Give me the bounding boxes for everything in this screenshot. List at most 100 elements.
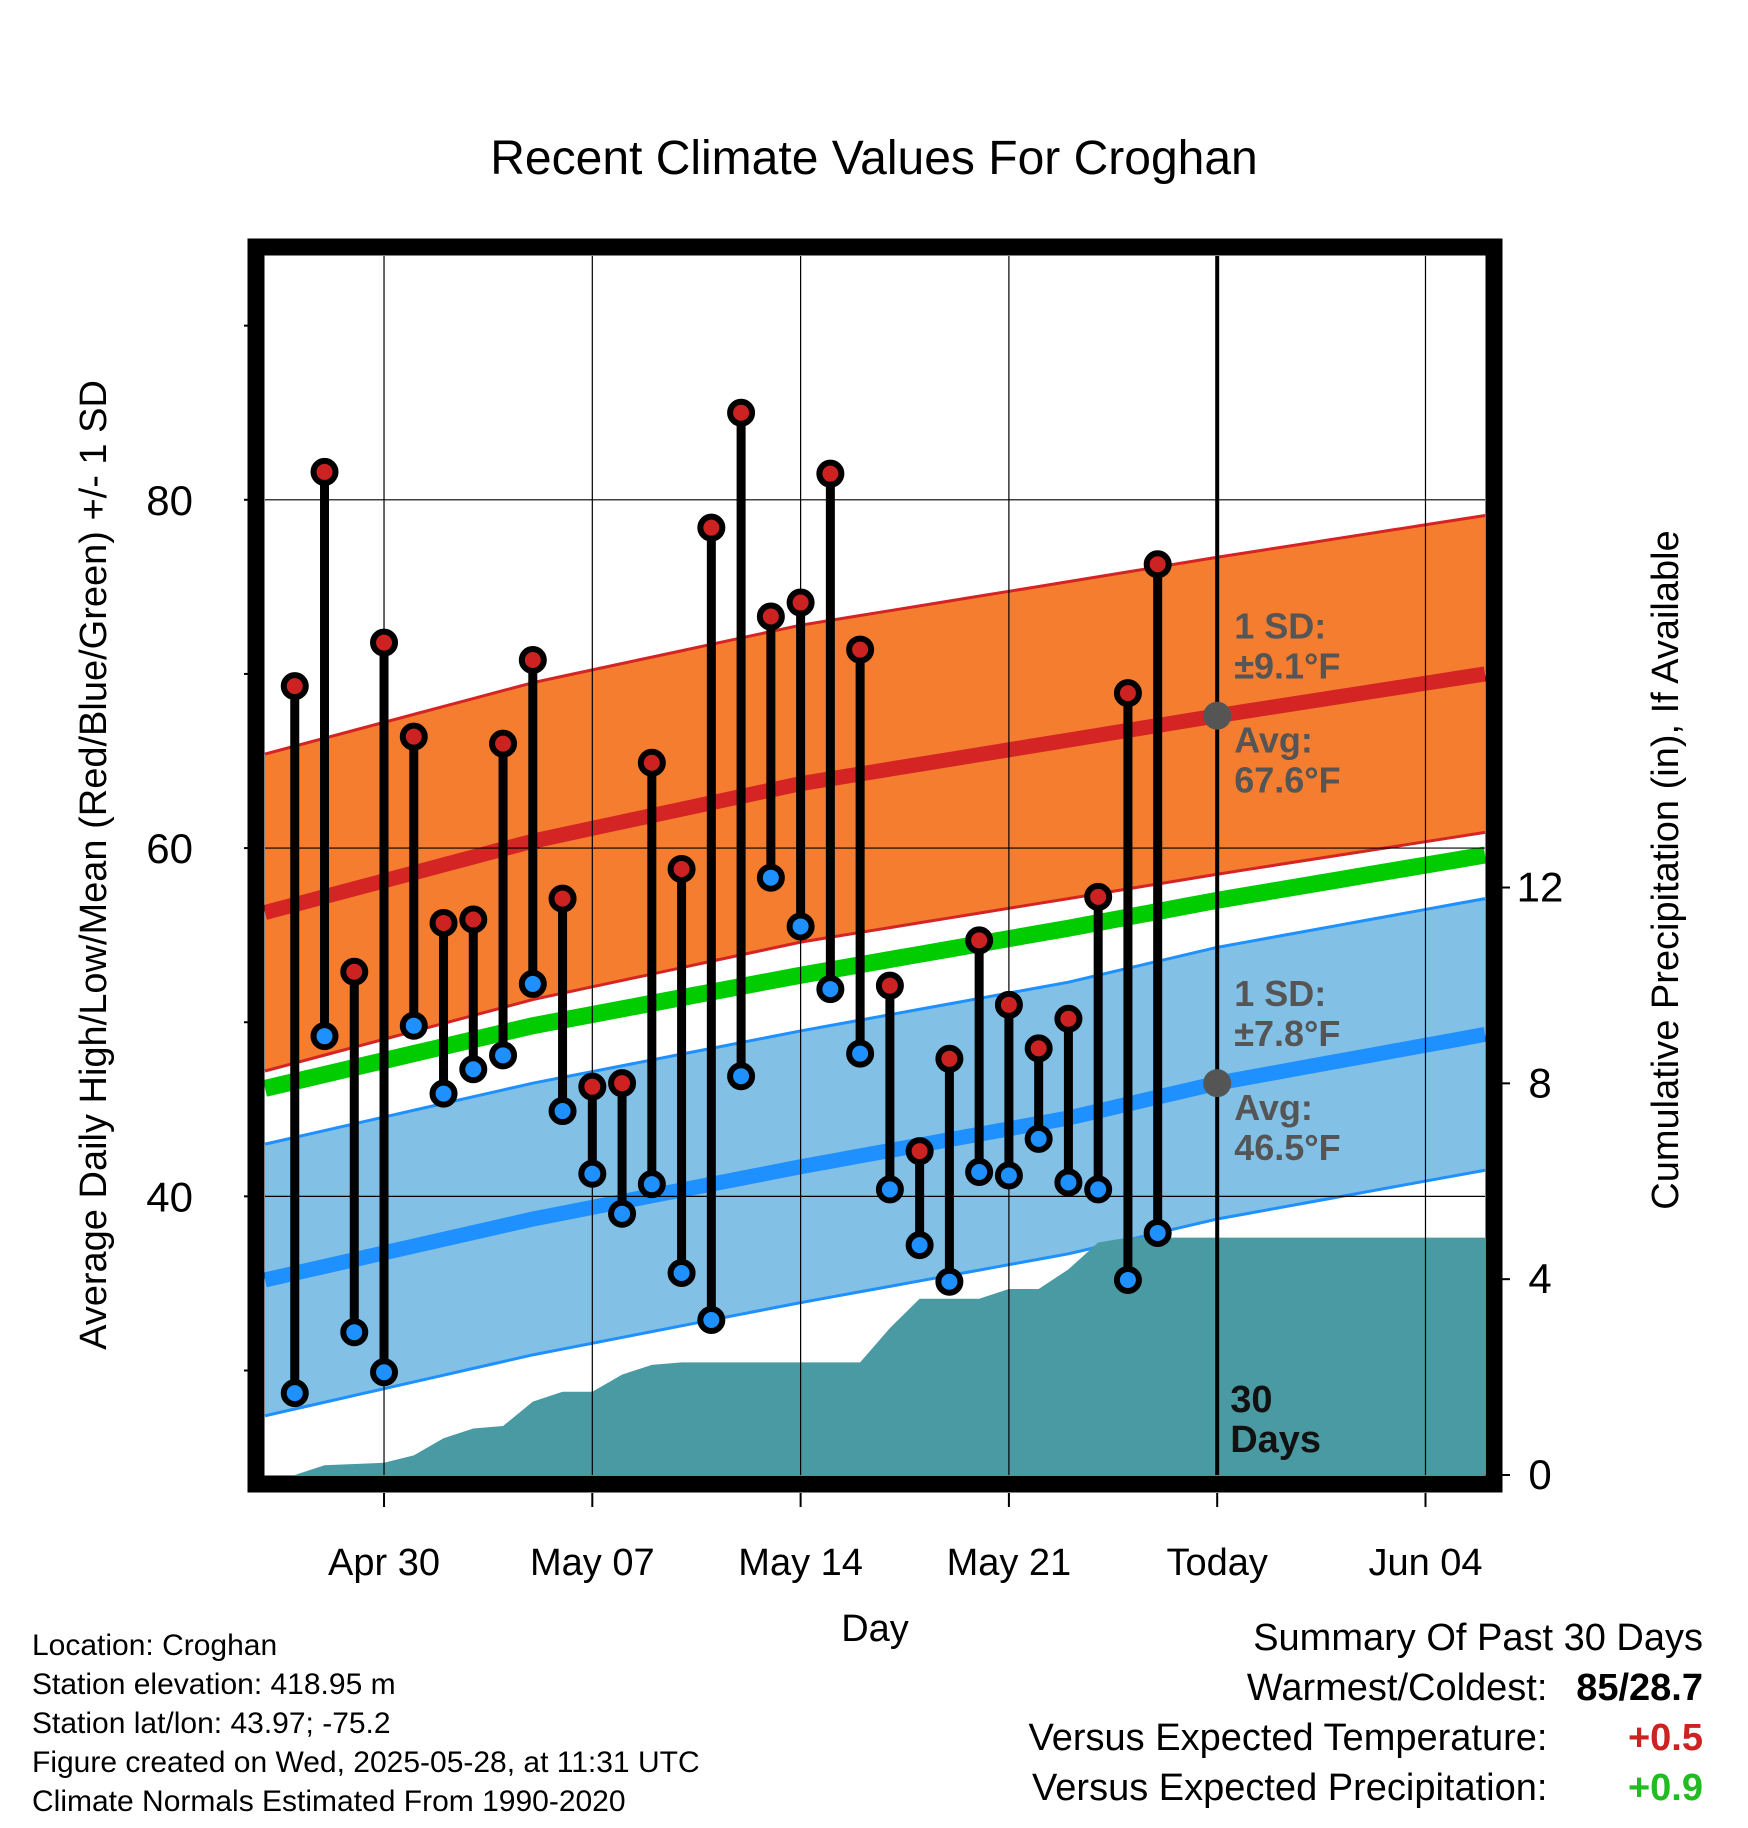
location-text: Location: Croghan: [32, 1629, 278, 1662]
high-marker: [637, 748, 666, 777]
high-marker: [310, 457, 339, 486]
daily-markers: [280, 398, 1172, 1408]
chart-title: Recent Climate Values For Croghan: [490, 132, 1257, 185]
low-marker: [370, 1358, 399, 1387]
y-tick-label: 40: [146, 1173, 193, 1220]
low-marker: [846, 1039, 875, 1068]
summary-warmest-row: Warmest/Coldest: 85/28.7: [1029, 1663, 1703, 1713]
created-text: Figure created on Wed, 2025-05-28, at 11…: [32, 1746, 700, 1779]
high-marker: [489, 729, 518, 758]
precipitation-area: [265, 1237, 1485, 1475]
normal-low-band-upper: [264, 897, 1486, 1146]
high-marker: [1024, 1034, 1053, 1063]
low-marker: [667, 1258, 696, 1287]
high-marker: [1084, 882, 1113, 911]
normal-mean-line: [263, 846, 1487, 1097]
low-sd-value: ±7.8°F: [1234, 1013, 1340, 1054]
low-avg-value: 46.5°F: [1234, 1127, 1340, 1168]
normals-text: Climate Normals Estimated From 1990-2020: [32, 1785, 626, 1818]
station-info: Location: Croghan Station elevation: 418…: [32, 1626, 700, 1821]
high-marker: [548, 884, 577, 913]
normal-high-band-upper: [264, 513, 1486, 756]
y2-axis-label: Cumulative Precipitation (in), If Availa…: [1645, 530, 1687, 1209]
high-marker: [846, 635, 875, 664]
precip-value: +0.9: [1627, 1767, 1703, 1809]
normal-low-band-lower: [264, 1168, 1486, 1418]
high-avg-label: Avg:: [1234, 720, 1313, 761]
latlon-text: Station lat/lon: 43.97; -75.2: [32, 1707, 391, 1740]
high-marker: [935, 1044, 964, 1073]
low-marker: [399, 1011, 428, 1040]
y2-tick-label: 0: [1528, 1451, 1551, 1498]
summary-temp-row: Versus Expected Temperature: +0.5: [1029, 1713, 1703, 1763]
low-marker: [548, 1097, 577, 1126]
y2-tick-label: 12: [1517, 864, 1564, 911]
x-tick-label: Today: [1166, 1542, 1267, 1584]
low-marker: [518, 969, 547, 998]
warmest-label: Warmest/Coldest:: [1246, 1667, 1548, 1709]
y-axis-label: Average Daily High/Low/Mean (Red/Blue/Gr…: [73, 380, 115, 1350]
low-marker: [786, 912, 815, 941]
high-marker: [965, 926, 994, 955]
high-marker: [875, 971, 904, 1000]
high-marker: [429, 908, 458, 937]
low-marker: [1024, 1124, 1053, 1153]
low-marker: [459, 1055, 488, 1084]
low-marker: [637, 1170, 666, 1199]
x-tick-label: May 07: [530, 1542, 655, 1584]
temp-value: +0.5: [1627, 1717, 1703, 1759]
high-avg-value: 67.6°F: [1234, 760, 1340, 801]
low-marker: [727, 1062, 756, 1091]
high-marker: [459, 905, 488, 934]
x-axis-label: Day: [841, 1608, 909, 1650]
low-marker: [1143, 1218, 1172, 1247]
high-marker: [370, 628, 399, 657]
low-marker: [340, 1318, 369, 1347]
normal-high-band: [265, 515, 1485, 1071]
precip-fill: [265, 1237, 1485, 1475]
high-marker: [994, 990, 1023, 1019]
high-marker: [667, 854, 696, 883]
low-marker: [875, 1175, 904, 1204]
summary-title: Summary Of Past 30 Days: [1253, 1617, 1703, 1659]
x-tick-label: Apr 30: [328, 1542, 440, 1584]
today-low-avg-dot: [1203, 1069, 1232, 1098]
elevation-text: Station elevation: 418.95 m: [32, 1668, 396, 1701]
low-marker: [935, 1267, 964, 1296]
warmest-value: 85/28.7: [1576, 1667, 1703, 1709]
y-tick-label: 80: [146, 477, 193, 524]
low-marker: [965, 1157, 994, 1186]
high-marker: [697, 513, 726, 542]
high-marker: [1143, 550, 1172, 579]
low-marker: [310, 1022, 339, 1051]
low-marker: [1084, 1175, 1113, 1204]
precip-label: Versus Expected Precipitation:: [1032, 1767, 1548, 1809]
high-marker: [399, 722, 428, 751]
high-marker: [905, 1137, 934, 1166]
low-marker: [1113, 1265, 1142, 1294]
high-marker: [608, 1069, 637, 1098]
normal-low-avg-line: [263, 1027, 1487, 1288]
low-marker: [578, 1159, 607, 1188]
normal-bands: [263, 513, 1487, 1418]
high-marker: [786, 588, 815, 617]
high-marker: [1054, 1004, 1083, 1033]
low-marker: [280, 1379, 309, 1408]
summary-precip-row: Versus Expected Precipitation: +0.9: [1029, 1763, 1703, 1813]
summary-panel: Summary Of Past 30 Days Warmest/Coldest:…: [1029, 1613, 1703, 1813]
y2-tick-label: 8: [1528, 1059, 1551, 1106]
low-marker: [489, 1041, 518, 1070]
high-marker: [280, 672, 309, 701]
temp-label: Versus Expected Temperature:: [1028, 1717, 1548, 1759]
high-marker: [1113, 679, 1142, 708]
low-marker: [697, 1306, 726, 1335]
x-tick-label: Jun 04: [1368, 1542, 1482, 1584]
high-sd-value: ±9.1°F: [1234, 646, 1340, 687]
low-marker: [756, 863, 785, 892]
axes: Apr 30 May 07 May 14 May 21 Today Jun 0440608…: [146, 324, 1564, 1584]
high-marker: [578, 1072, 607, 1101]
x-tick-label: May 14: [738, 1542, 863, 1584]
today-high-avg-dot: [1203, 701, 1232, 730]
